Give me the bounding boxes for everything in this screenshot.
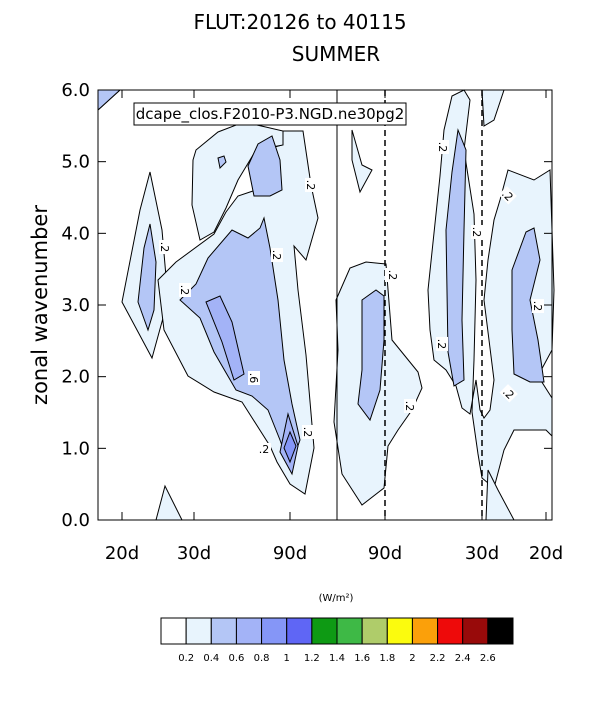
colorbar-swatch	[210, 617, 237, 645]
colorbar-swatch	[261, 617, 288, 645]
contour-level-0.2	[97, 89, 555, 521]
contour-label-bg	[498, 186, 517, 205]
chart-subtitle: SUMMER	[292, 42, 380, 66]
colorbar-swatch	[185, 617, 212, 645]
x-axis-ticks: 20d 30d 90d 90d 30d 20d	[105, 90, 563, 564]
contour-label-bg	[257, 443, 271, 455]
case-label-box: dcape_clos.F2010-P3.NGD.ne30pg2	[133, 102, 407, 126]
colorbar-swatch	[311, 617, 338, 645]
contour-label: .6	[247, 371, 260, 385]
x-tick-label: 30d	[177, 543, 211, 564]
contour-label: .2	[304, 178, 317, 192]
colorbar-level-label: 2.2	[430, 653, 446, 664]
colorbar-level-label: 2	[409, 653, 415, 664]
colorbar-swatch	[235, 617, 263, 645]
contour-label-bg	[532, 299, 544, 313]
contour-label-text: .2	[304, 180, 317, 191]
contour-label-text: .2	[270, 250, 283, 261]
colorbar-swatch	[487, 617, 514, 645]
y-tick-label: 0.0	[61, 510, 90, 531]
colorbar: 0.2 0.4 0.6 0.8 1 1.2 1.4 1.6 1.8 2 2.2 2.4 2.6	[160, 617, 514, 664]
contour-label-bg	[471, 225, 483, 239]
colorbar-level-label: 1.4	[329, 653, 345, 664]
contour-label-bg	[159, 240, 171, 254]
colorbar-level-label: 1	[284, 653, 290, 664]
contour-label: .2	[436, 140, 449, 154]
contour-label: .2	[435, 337, 448, 351]
contour-label-text: .2	[178, 285, 191, 296]
colorbar-level-label: 1.8	[379, 653, 395, 664]
y-tick-label: 2.0	[61, 367, 90, 388]
y-tick-label: 3.0	[61, 295, 90, 316]
contour-label-text: .6	[247, 373, 260, 384]
contour-label-text: .2	[158, 242, 171, 253]
contour-label: .2	[178, 283, 191, 297]
colorbar-level-label: 2.6	[480, 653, 496, 664]
colorbar-swatch	[411, 617, 439, 645]
contour-label-bg	[179, 283, 191, 297]
x-tick-label: 30d	[465, 543, 499, 564]
y-tick-label: 5.0	[61, 152, 90, 173]
contour-labels: .2.2.2.2.6.2.2.2.2.2.2.2.2.2.2.2	[158, 140, 544, 456]
x-tick-label: 20d	[105, 543, 139, 564]
colorbar-swatch	[437, 617, 464, 645]
contour-label-bg	[305, 178, 317, 192]
contour-label-text: .2	[403, 401, 416, 412]
contour-label-text: .2	[470, 227, 483, 238]
contour-label-text: .2	[301, 427, 314, 438]
contour-label-bg	[387, 268, 399, 282]
x-tick-label: 90d	[273, 543, 307, 564]
contour-label-bg	[499, 384, 518, 403]
contour-label-text: .2	[435, 339, 448, 350]
y-tick-label: 4.0	[61, 223, 90, 244]
y-axis-label: zonal wavenumber	[28, 205, 52, 405]
colorbar-swatch	[386, 617, 413, 645]
contour-label: .2	[301, 425, 314, 439]
contour-label: .2	[499, 384, 518, 403]
contour-level-0.4	[97, 89, 545, 470]
y-tick-label: 1.0	[61, 438, 90, 459]
contour-label: .2	[270, 248, 283, 262]
colorbar-level-label: 1.6	[354, 653, 370, 664]
colorbar-level-label: 1.2	[304, 653, 320, 664]
colorbar-level-label: 0.6	[228, 653, 244, 664]
colorbar-level-label: 0.2	[178, 653, 194, 664]
contour-label-text: .2	[386, 270, 399, 281]
contour-label-bg	[404, 399, 416, 413]
contour-label-bg	[436, 337, 448, 351]
contour-label-bg	[248, 371, 260, 385]
contour-label-bg	[302, 425, 314, 439]
colorbar-swatch	[361, 617, 388, 645]
contour-label: .2	[257, 443, 271, 456]
contour-label: .2	[403, 399, 416, 413]
colorbar-swatch	[160, 617, 187, 645]
contour-label-text: .2	[531, 301, 544, 312]
contour-label: .2	[531, 299, 544, 313]
contour-label-bg	[271, 248, 283, 262]
colorbar-unit: (W/m²)	[319, 593, 354, 604]
colorbar-swatch	[286, 617, 313, 645]
contour-field	[97, 89, 555, 521]
contour-label: .2	[498, 186, 517, 205]
contour-label-text: .2	[259, 443, 270, 456]
y-axis-ticks: 0.0 1.0 2.0 3.0 4.0 5.0 6.0	[61, 80, 552, 531]
contour-label: .2	[158, 240, 171, 254]
contour-level-0.8	[283, 430, 297, 464]
contour-label: .2	[386, 268, 399, 282]
contour-label-bg	[437, 140, 449, 154]
chart-title: FLUT:20126 to 40115	[193, 10, 406, 34]
colorbar-level-label: 2.4	[455, 653, 471, 664]
colorbar-swatch	[462, 617, 489, 645]
colorbar-swatch	[336, 617, 363, 645]
colorbar-level-label: 0.4	[203, 653, 219, 664]
contour-label: .2	[470, 225, 483, 239]
y-tick-label: 6.0	[61, 80, 90, 101]
case-label: dcape_clos.F2010-P3.NGD.ne30pg2	[136, 105, 405, 124]
x-tick-label: 90d	[368, 543, 402, 564]
contour-label-text: .2	[436, 142, 449, 153]
colorbar-level-label: 0.8	[254, 653, 270, 664]
x-tick-label: 20d	[529, 543, 563, 564]
